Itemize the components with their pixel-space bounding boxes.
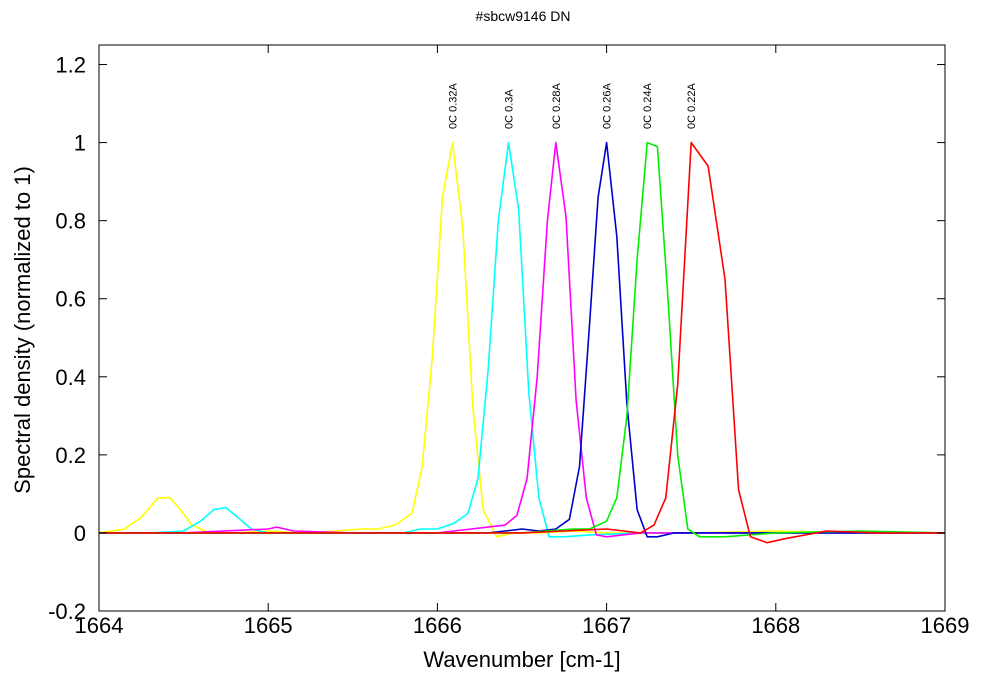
y-tick-label: 0.6: [55, 287, 86, 312]
series-name-label: 0C 0.32A: [448, 82, 460, 129]
y-tick-label: -0.2: [48, 599, 86, 624]
series-name-label: 0C 0.26A: [602, 82, 614, 129]
y-tick-label: 1: [74, 131, 86, 156]
series-name-label: 0C 0.3A: [504, 89, 516, 129]
x-tick-label: 1668: [751, 613, 800, 638]
y-tick-label: 0.4: [55, 365, 86, 390]
x-tick-label: 1669: [921, 613, 970, 638]
x-axis-label: Wavenumber [cm-1]: [423, 647, 620, 672]
y-tick-label: 0.8: [55, 209, 86, 234]
series-line: [99, 141, 945, 538]
y-axis-label: Spectral density (normalized to 1): [10, 166, 35, 494]
chart-title: #sbcw9146 DN: [476, 8, 571, 24]
y-tick-label: 0.2: [55, 443, 86, 468]
y-tick-label: 0: [74, 521, 86, 546]
x-tick-label: 1667: [582, 613, 631, 638]
series-name-label: 0C 0.24A: [642, 82, 654, 129]
axis-ticks: 1664 1665 1666 1667 1668 1669 -0.2 0 0.2 0.4 0.6 0.…: [48, 45, 969, 638]
x-tick-label: 1664: [75, 613, 124, 638]
series-labels: 0C 0.32A 0C 0.3A 0C 0.28A 0C 0.26A 0C 0.24A 0…: [448, 82, 699, 129]
x-tick-label: 1666: [413, 613, 462, 638]
series-line: [99, 141, 945, 544]
x-tick-label: 1665: [244, 613, 293, 638]
series-group: [98, 141, 946, 544]
series-name-label: 0C 0.28A: [551, 82, 563, 129]
y-tick-label: 1.2: [55, 53, 86, 78]
plot-frame: [98, 44, 946, 612]
series-name-label: 0C 0.22A: [686, 82, 698, 129]
